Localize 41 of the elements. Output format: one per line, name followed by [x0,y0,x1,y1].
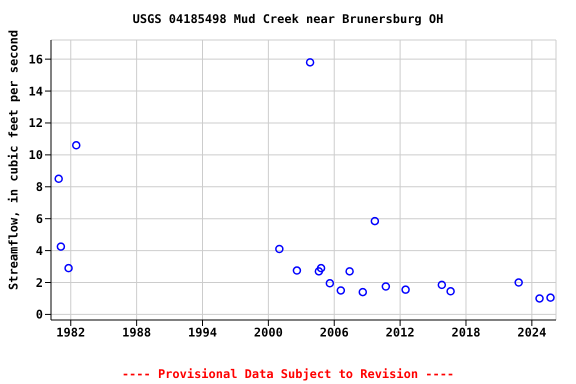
point [326,279,334,288]
x-tick-label: 2024 [517,326,546,340]
y-tick-label: 10 [28,148,43,162]
y-tick-label: 14 [28,84,43,98]
x-tick-label: 1982 [56,326,86,340]
point [535,294,544,303]
y-tick-label: 16 [28,52,43,66]
point [358,288,368,296]
y-tick-label: 12 [28,116,43,130]
y-tick-label: 0 [36,308,43,322]
y-tick-label: 4 [36,244,43,258]
point [438,280,446,290]
point [370,216,380,226]
point [64,264,73,272]
point [382,282,390,291]
point [336,286,346,295]
x-tick-label: 2000 [254,326,283,340]
text: ---- Provisional Data Subject to Revision ---- [120,367,456,381]
point [446,287,455,296]
point [401,285,410,294]
point [546,293,555,302]
x-tick-label: 2018 [452,326,480,340]
point [72,141,80,150]
point [316,264,326,272]
y-axis-title: Streamflow, in cubic feet per second [6,30,20,290]
point [306,58,314,67]
point [56,242,66,251]
x-tick-label: 1988 [122,326,152,340]
y-tick-label: 6 [36,212,43,226]
y-tick-label: 2 [36,276,43,290]
x-tick-label: 2012 [386,326,415,340]
chart-title: USGS 04185498 Mud Creek near Brunersburg OH [132,12,444,26]
y-tick-label: 8 [36,180,43,194]
point [54,174,63,184]
point [314,267,324,276]
point [275,244,284,254]
point [292,266,302,275]
point [514,278,523,287]
point [345,267,354,276]
x-tick-label: 2006 [320,326,349,340]
x-tick-label: 1994 [188,326,217,340]
